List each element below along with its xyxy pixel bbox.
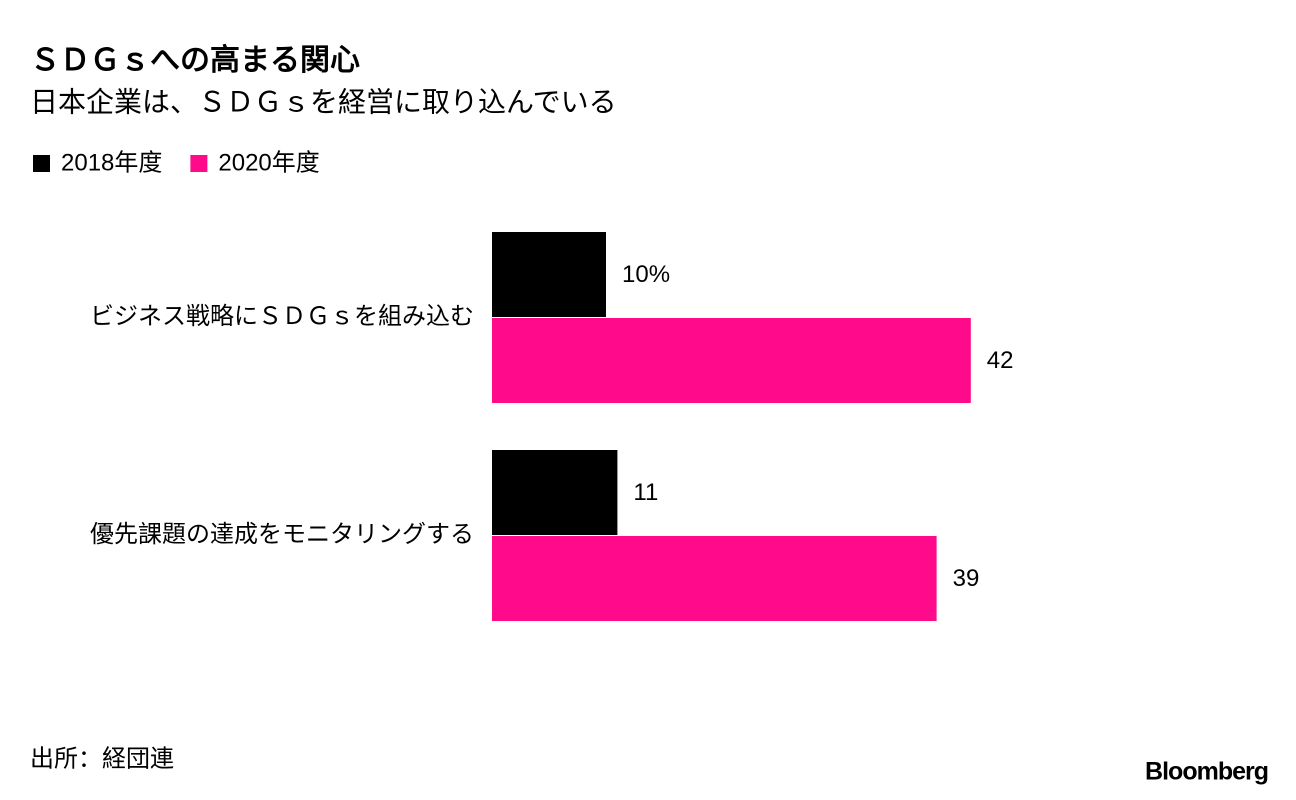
legend-swatch <box>33 155 50 172</box>
legend-label: 2018年度 <box>61 149 162 176</box>
category-label: 優先課題の達成をモニタリングする <box>90 521 474 548</box>
chart-subtitle: 日本企業は、ＳＤＧｓを経営に取り込んでいる <box>30 86 617 117</box>
legend-swatch <box>190 155 208 172</box>
value-label: 11 <box>633 479 658 506</box>
value-label: 39 <box>953 565 980 592</box>
category-label: ビジネス戦略にＳＤＧｓを組み込む <box>90 303 474 330</box>
bar <box>492 232 606 317</box>
value-label: 10% <box>622 261 670 288</box>
value-label: 42 <box>987 347 1014 374</box>
bar <box>492 536 937 621</box>
bar <box>492 450 618 535</box>
brand-logo: Bloomberg <box>1145 758 1268 786</box>
bar <box>492 318 971 403</box>
chart-title: ＳＤＧｓへの高まる関心 <box>30 44 360 77</box>
legend-label: 2020年度 <box>218 149 319 176</box>
source: 出所：経団連 <box>30 745 174 772</box>
